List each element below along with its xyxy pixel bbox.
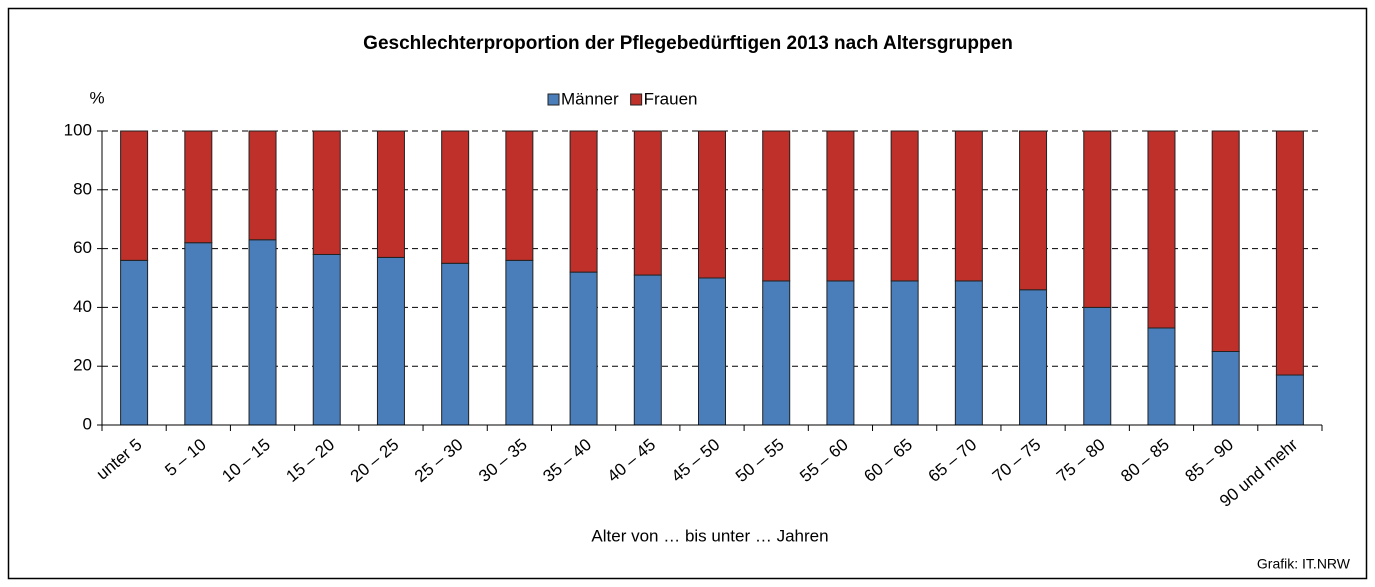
y-tick-label: 80 bbox=[73, 179, 92, 198]
bar-segment bbox=[376, 130, 405, 258]
bar-segment bbox=[698, 130, 726, 279]
legend-swatch bbox=[547, 93, 560, 106]
y-tick-label: 20 bbox=[73, 356, 92, 375]
y-tick-label: 100 bbox=[64, 120, 92, 139]
x-axis-label: Alter von … bis unter … Jahren bbox=[591, 526, 828, 545]
frame bbox=[7, 7, 1368, 580]
bar-segment bbox=[1275, 374, 1304, 426]
x-tick-label: 40 – 45 bbox=[604, 435, 660, 486]
chart-title: Geschlechterproportion der Pflegebedürft… bbox=[363, 33, 1013, 54]
bar-segment bbox=[1019, 289, 1048, 426]
bar-segment bbox=[633, 130, 662, 276]
bar-segment bbox=[1211, 351, 1240, 426]
x-tick-label: 50 – 55 bbox=[732, 435, 788, 486]
bar-segment bbox=[762, 280, 791, 426]
x-tick-label: 35 – 40 bbox=[539, 435, 595, 486]
bar-segment bbox=[633, 274, 662, 426]
y-tick-label: 40 bbox=[73, 297, 92, 316]
bar-segment bbox=[441, 262, 470, 426]
x-tick-label: 60 – 65 bbox=[860, 435, 916, 486]
x-tick-label: 70 – 75 bbox=[989, 435, 1045, 486]
bar-segment bbox=[248, 239, 277, 426]
bar-segment bbox=[505, 259, 534, 426]
y-tick-label: 0 bbox=[83, 414, 92, 433]
bar-segment bbox=[184, 130, 213, 244]
x-tick-label: 30 – 35 bbox=[475, 435, 531, 486]
bar-segment bbox=[826, 280, 855, 426]
bar-segment bbox=[1147, 327, 1176, 426]
x-tick-label: unter 5 bbox=[93, 435, 146, 484]
bar-segment bbox=[376, 256, 405, 426]
bar-segment bbox=[312, 130, 341, 255]
bar-segment bbox=[120, 130, 149, 261]
bar-segment bbox=[569, 271, 598, 426]
bar-segment bbox=[698, 277, 726, 426]
x-tick-label: 20 – 25 bbox=[347, 435, 403, 486]
x-tick-label: 45 – 50 bbox=[668, 435, 724, 486]
y-tick-label: 60 bbox=[73, 238, 92, 257]
bar-segment bbox=[890, 280, 919, 426]
x-tick-label: 10 – 15 bbox=[218, 435, 274, 486]
bar-segment bbox=[1147, 130, 1176, 329]
bar-segment bbox=[184, 242, 213, 426]
x-tick-label: 75 – 80 bbox=[1053, 435, 1109, 486]
bar-segment bbox=[441, 130, 470, 264]
bar-segment bbox=[569, 130, 598, 273]
x-tick-label: 55 – 60 bbox=[796, 435, 852, 486]
bar-segment bbox=[1019, 130, 1048, 291]
y-axis-label: % bbox=[89, 88, 104, 107]
bar-segment bbox=[826, 130, 855, 282]
bar-segment bbox=[762, 130, 791, 282]
x-tick-label: 15 – 20 bbox=[283, 435, 339, 486]
x-tick-label: 65 – 70 bbox=[925, 435, 981, 486]
bar-segment bbox=[1083, 306, 1112, 426]
legend-label: Frauen bbox=[644, 89, 698, 108]
bar-segment bbox=[890, 130, 919, 282]
legend-swatch bbox=[630, 93, 643, 106]
bar-segment bbox=[312, 253, 341, 426]
x-tick-label: 80 – 85 bbox=[1117, 435, 1173, 486]
source: Grafik: IT.NRW bbox=[1257, 556, 1351, 572]
bar-segment bbox=[1275, 130, 1304, 376]
bar-segment bbox=[954, 130, 983, 282]
legend-label: Männer bbox=[561, 89, 619, 108]
bar-segment bbox=[248, 130, 277, 241]
bar-segment bbox=[120, 259, 149, 426]
bar-segment bbox=[954, 280, 983, 426]
x-tick-label: 25 – 30 bbox=[411, 435, 467, 486]
x-tick-label: 5 – 10 bbox=[161, 435, 209, 480]
bar-segment bbox=[505, 130, 534, 261]
bar-segment bbox=[1083, 130, 1112, 308]
bar-segment bbox=[1211, 130, 1240, 352]
x-tick-label: 85 – 90 bbox=[1181, 435, 1237, 486]
